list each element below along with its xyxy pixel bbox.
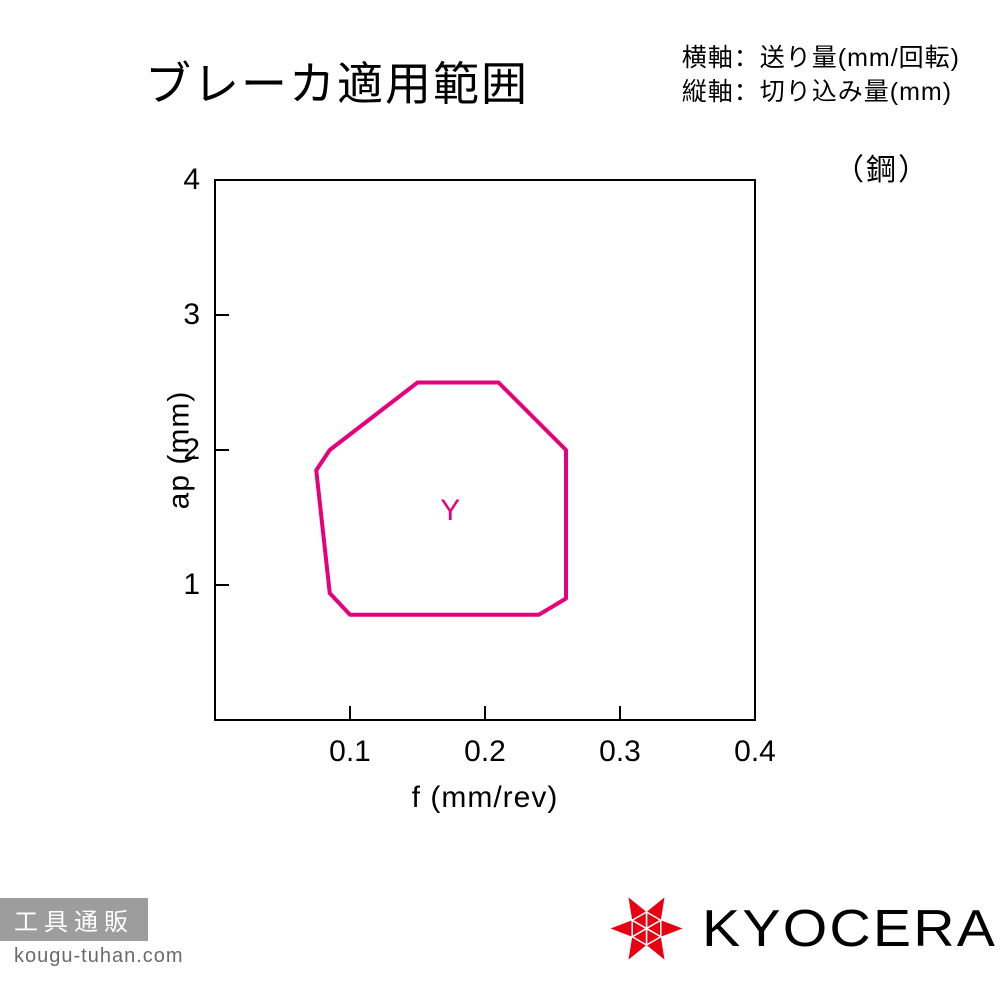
y-tick-label: 4	[183, 163, 200, 197]
material-label: （鋼）	[834, 145, 930, 189]
x-axis-label: f (mm/rev)	[412, 781, 559, 815]
chart-svg	[215, 180, 755, 720]
x-tick-label: 0.4	[734, 735, 776, 769]
shop-url: kougu-tuhan.com	[0, 945, 184, 968]
region-label: Y	[440, 494, 462, 528]
footer-left: 工具通販 kougu-tuhan.com	[0, 898, 184, 968]
y-tick-label: 2	[183, 433, 200, 467]
page-root: ブレーカ適用範囲 横軸：送り量(mm/回転) 縦軸：切り込み量(mm) （鋼） …	[0, 0, 1000, 1000]
chart: ap (mm) f (mm/rev) 0.10.20.30.41234Y	[215, 180, 755, 720]
page-title: ブレーカ適用範囲	[145, 48, 529, 114]
x-tick-label: 0.2	[464, 735, 506, 769]
kyocera-logo-icon	[609, 891, 684, 966]
kyocera-wordmark: KYOCERA	[702, 899, 997, 959]
axis-legend: 横軸：送り量(mm/回転) 縦軸：切り込み量(mm)	[682, 42, 960, 110]
x-tick-label: 0.1	[329, 735, 371, 769]
x-tick-label: 0.3	[599, 735, 641, 769]
y-tick-label: 3	[183, 298, 200, 332]
shop-badge: 工具通販	[0, 898, 148, 941]
legend-x-line: 横軸：送り量(mm/回転)	[682, 42, 960, 76]
footer-right: KYOCERA	[609, 891, 970, 966]
y-tick-label: 1	[183, 568, 200, 602]
legend-y-line: 縦軸：切り込み量(mm)	[682, 76, 960, 110]
